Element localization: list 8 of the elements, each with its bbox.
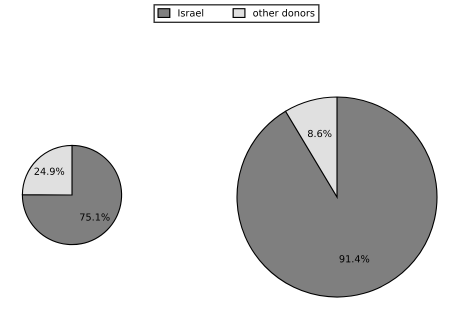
data-label: 8.6% — [308, 130, 332, 138]
data-label: 75.1% — [80, 213, 110, 221]
legend-label: Israel — [178, 9, 204, 17]
legend-label: other donors — [253, 9, 314, 17]
pie-slice — [22, 144, 122, 246]
data-label: 91.4% — [340, 255, 370, 262]
pie-slice — [236, 96, 438, 298]
data-label: 24.9% — [34, 168, 64, 175]
